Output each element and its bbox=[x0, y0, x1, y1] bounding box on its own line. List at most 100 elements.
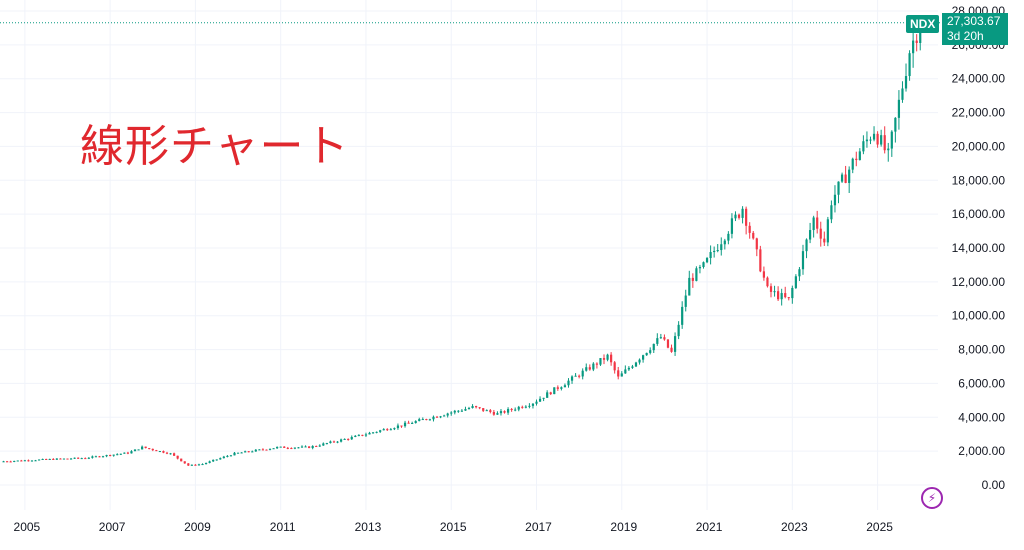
candle-body bbox=[794, 276, 797, 288]
candle bbox=[780, 288, 783, 306]
candle bbox=[119, 453, 122, 456]
candle bbox=[222, 455, 225, 459]
candle bbox=[492, 409, 495, 416]
candle bbox=[578, 374, 581, 379]
candle-body bbox=[492, 411, 495, 415]
candle-body bbox=[677, 324, 680, 337]
candle bbox=[759, 245, 762, 273]
candle bbox=[713, 246, 716, 258]
candle bbox=[840, 172, 844, 183]
candle-body bbox=[560, 387, 563, 389]
candle bbox=[84, 457, 87, 460]
candle-body bbox=[666, 339, 670, 348]
candle-body bbox=[194, 464, 197, 466]
last-price-badge: 27,303.67 3d 20h bbox=[942, 13, 1008, 45]
candle bbox=[364, 432, 368, 437]
candle-body bbox=[780, 293, 783, 300]
candle bbox=[592, 362, 595, 372]
candle-body bbox=[777, 291, 780, 300]
candle bbox=[510, 408, 513, 412]
candle bbox=[169, 452, 172, 455]
candle-body bbox=[567, 380, 570, 386]
candle bbox=[73, 457, 76, 459]
x-tick-label: 2009 bbox=[184, 520, 211, 534]
candle bbox=[13, 460, 16, 463]
candle-body bbox=[84, 458, 87, 460]
candle-body bbox=[297, 447, 300, 449]
candle bbox=[698, 264, 702, 274]
x-tick-label: 2025 bbox=[866, 520, 893, 534]
candle bbox=[695, 266, 698, 282]
y-tick-label: 2,000.00 bbox=[958, 444, 1005, 458]
y-tick-label: 8,000.00 bbox=[958, 343, 1005, 357]
candle-body bbox=[379, 430, 382, 432]
candle bbox=[748, 222, 751, 239]
candle-body bbox=[602, 358, 606, 360]
candle-body bbox=[27, 460, 30, 462]
candle-body bbox=[180, 458, 183, 462]
candle bbox=[506, 407, 510, 415]
candle-body bbox=[865, 139, 869, 142]
candle bbox=[41, 458, 44, 460]
candle-body bbox=[286, 447, 289, 449]
candle bbox=[283, 446, 286, 448]
candle-body bbox=[599, 358, 602, 365]
candle bbox=[794, 274, 797, 290]
candle-body bbox=[109, 455, 112, 457]
candle-body bbox=[524, 406, 527, 408]
x-tick-label: 2011 bbox=[270, 520, 296, 534]
candle bbox=[393, 427, 396, 431]
candle bbox=[606, 353, 609, 362]
candle bbox=[912, 26, 915, 68]
candle bbox=[755, 237, 758, 257]
candle bbox=[467, 406, 471, 410]
candle bbox=[471, 404, 474, 409]
candle bbox=[59, 458, 62, 460]
candle bbox=[229, 454, 233, 457]
candle-body bbox=[293, 447, 297, 449]
candle-body bbox=[13, 460, 16, 462]
candle bbox=[165, 451, 169, 455]
candle bbox=[6, 460, 9, 463]
candle bbox=[30, 460, 34, 462]
candle bbox=[98, 455, 101, 458]
candle bbox=[631, 364, 634, 369]
candle bbox=[297, 447, 300, 449]
candle bbox=[94, 455, 98, 458]
candle-body bbox=[904, 76, 908, 89]
candle bbox=[190, 464, 193, 466]
candle-body bbox=[371, 432, 375, 434]
y-tick-label: 10,000.00 bbox=[952, 309, 1006, 323]
candle-body bbox=[496, 413, 499, 415]
candle-body bbox=[400, 425, 403, 427]
candle bbox=[204, 462, 208, 465]
candle-body bbox=[382, 429, 385, 431]
candle-body bbox=[553, 387, 556, 395]
candle-body bbox=[506, 409, 510, 413]
candle bbox=[197, 463, 201, 466]
candle-body bbox=[411, 422, 414, 424]
candle bbox=[354, 435, 357, 438]
candle bbox=[187, 463, 190, 466]
candle bbox=[602, 354, 606, 365]
y-tick-label: 16,000.00 bbox=[952, 207, 1006, 221]
candle bbox=[382, 428, 385, 431]
candle bbox=[162, 450, 165, 454]
candle bbox=[826, 216, 829, 247]
last-price-value: 27,303.67 bbox=[947, 14, 1001, 28]
candle bbox=[460, 409, 463, 412]
candle bbox=[745, 206, 748, 235]
candle-body bbox=[485, 410, 488, 412]
candle bbox=[137, 449, 140, 451]
candle bbox=[727, 231, 730, 245]
candle-body bbox=[258, 449, 261, 451]
candle bbox=[240, 452, 243, 454]
candle bbox=[855, 151, 858, 167]
lightning-icon[interactable]: ⚡ bbox=[921, 487, 943, 509]
candle bbox=[652, 343, 655, 354]
candle-body bbox=[588, 367, 591, 370]
candle bbox=[499, 409, 503, 416]
candle-body bbox=[798, 269, 801, 277]
candle-body bbox=[787, 297, 790, 299]
